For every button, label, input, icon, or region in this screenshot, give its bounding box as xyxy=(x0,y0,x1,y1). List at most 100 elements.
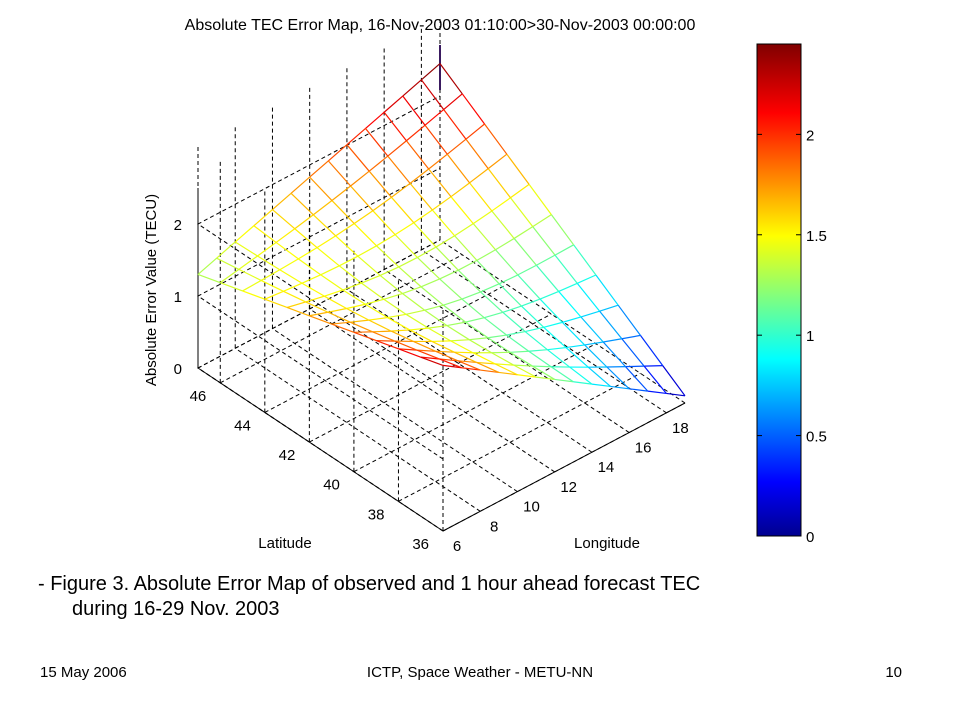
surface-mesh-line xyxy=(625,366,649,392)
surface-mesh-line xyxy=(461,367,481,371)
surface-mesh-line xyxy=(428,327,451,342)
surface-mesh-line xyxy=(275,241,299,260)
surface-mesh-line xyxy=(458,259,478,271)
chart-title: Absolute TEC Error Map, 16-Nov-2003 01:1… xyxy=(185,17,696,34)
surface-mesh-line xyxy=(387,317,411,331)
surface-mesh-line xyxy=(376,339,395,342)
surface-mesh-line xyxy=(368,170,392,198)
surface-mesh-line xyxy=(558,282,578,292)
surface-mesh-line xyxy=(539,290,559,300)
surface-mesh-line xyxy=(353,331,377,342)
y-gridline xyxy=(197,239,441,369)
surface-mesh-line xyxy=(550,366,574,383)
surface-mesh-line xyxy=(536,254,556,266)
surface-mesh-line xyxy=(565,344,585,349)
surface-mesh-line xyxy=(495,249,519,276)
surface-mesh-line xyxy=(365,111,385,129)
surface-mesh-line xyxy=(372,331,396,342)
surface-mesh-line xyxy=(502,305,522,313)
surface-mesh-line xyxy=(286,301,306,309)
surface-mesh-line xyxy=(264,298,288,309)
x-tick-label: 18 xyxy=(672,420,689,437)
surface-mesh-line xyxy=(439,269,459,280)
x-gridline xyxy=(439,239,686,404)
surface-mesh-line xyxy=(279,258,299,271)
surface-mesh-line xyxy=(372,330,392,333)
surface-mesh-line xyxy=(402,79,422,97)
surface-mesh-line xyxy=(543,321,563,328)
surface-mesh-line xyxy=(446,153,471,184)
surface-mesh-line xyxy=(379,274,403,294)
surface-mesh-line xyxy=(283,290,306,303)
surface-mesh-line xyxy=(283,282,303,292)
surface-mesh-line xyxy=(361,282,385,300)
surface-mesh-line xyxy=(316,235,336,249)
surface-mesh-line xyxy=(558,291,582,318)
surface-mesh-line xyxy=(420,356,440,360)
colorbar xyxy=(756,43,802,537)
surface-mesh-line xyxy=(394,222,415,236)
surface-mesh-line xyxy=(413,222,437,248)
surface-mesh-line xyxy=(629,388,648,392)
surface-mesh-line xyxy=(595,274,619,306)
surface-mesh-line xyxy=(272,209,296,230)
surface-mesh-line xyxy=(580,310,600,318)
x-tick-label: 10 xyxy=(523,499,540,516)
x-gridline xyxy=(272,328,518,493)
surface-mesh-line xyxy=(480,291,504,313)
surface-mesh-line xyxy=(513,364,533,367)
surface-mesh-line xyxy=(372,196,392,212)
surface-mesh-line xyxy=(405,309,425,315)
surface-mesh-line xyxy=(234,225,255,243)
surface-mesh-line xyxy=(197,273,221,284)
surface-mesh-line xyxy=(439,278,463,300)
surface-mesh-line xyxy=(398,348,418,351)
surface-mesh-line xyxy=(465,138,489,169)
surface-mesh-line xyxy=(264,290,284,300)
surface-mesh-line xyxy=(439,358,462,369)
surface-mesh-line xyxy=(454,351,473,354)
surface-mesh-line xyxy=(532,214,552,228)
surface-mesh-line xyxy=(342,289,366,305)
surface-mesh-line xyxy=(428,324,448,329)
surface-mesh-line xyxy=(472,352,496,365)
surface-mesh-line xyxy=(350,321,373,333)
x-gridline xyxy=(234,347,481,512)
surface-mesh-line xyxy=(573,381,592,385)
surface-mesh-line xyxy=(435,235,455,248)
surface-mesh-line xyxy=(539,298,563,323)
surface-mesh-line xyxy=(603,338,622,343)
surface-mesh-line xyxy=(417,246,437,258)
surface-mesh-line xyxy=(346,303,366,310)
surface-mesh-line xyxy=(365,128,389,157)
y-tick-label: 40 xyxy=(323,477,340,494)
surface-mesh-line xyxy=(387,313,407,319)
surface-mesh-line xyxy=(364,303,388,319)
surface-mesh-line xyxy=(554,244,574,256)
surface-mesh-line xyxy=(506,153,530,185)
surface-mesh-line xyxy=(327,144,348,162)
surface-mesh-line xyxy=(416,257,441,280)
surface-mesh-line xyxy=(272,192,292,210)
colorbar-tick-label: 0 xyxy=(806,529,814,546)
surface-mesh-line xyxy=(424,304,444,311)
surface-mesh-line xyxy=(301,274,321,284)
surface-mesh-line xyxy=(543,326,567,348)
surface-mesh-line xyxy=(353,210,374,225)
surface-mesh-line xyxy=(383,292,403,300)
surface-mesh-line xyxy=(606,366,630,390)
surface-mesh-line xyxy=(301,282,325,297)
surface-mesh-line xyxy=(584,344,608,368)
surface-mesh-line xyxy=(602,341,626,368)
surface-mesh-line xyxy=(510,350,529,353)
surface-mesh-line xyxy=(298,247,318,260)
surface-mesh-line xyxy=(510,197,534,228)
surface-mesh-line xyxy=(420,79,445,110)
surface-mesh-line xyxy=(431,340,455,353)
surface-mesh-line xyxy=(394,340,418,351)
surface-mesh-line xyxy=(469,337,488,341)
surface-mesh-line xyxy=(442,364,462,369)
surface-mesh-line xyxy=(420,63,441,81)
surface-mesh-line xyxy=(528,349,548,352)
surface-mesh-line xyxy=(524,326,544,333)
